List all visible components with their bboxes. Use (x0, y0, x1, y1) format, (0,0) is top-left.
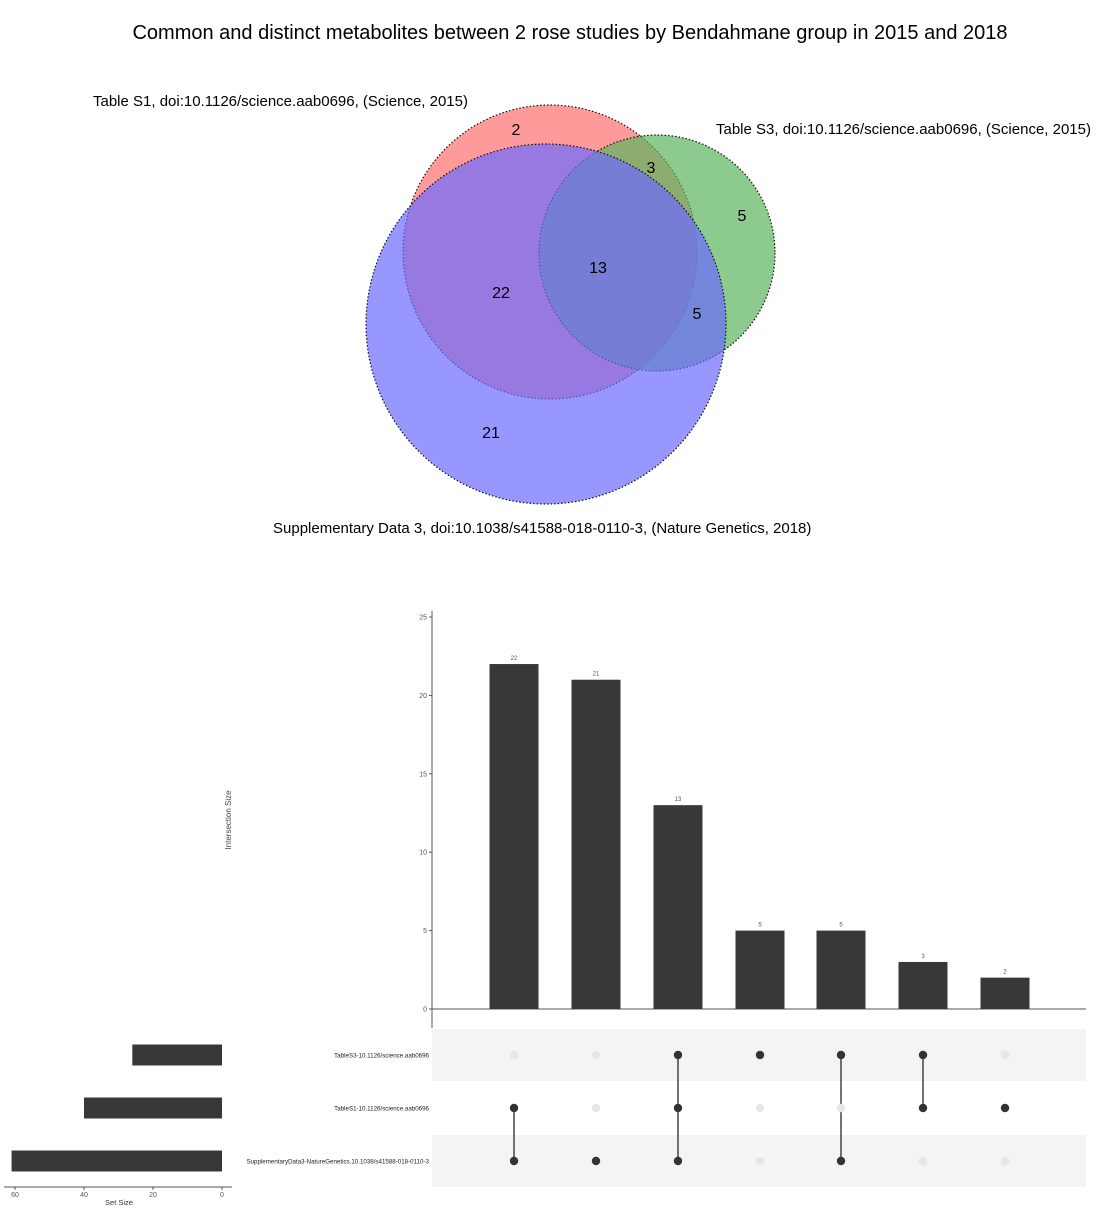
matrix-dot-inactive (755, 1156, 765, 1166)
intersection-bar (816, 930, 866, 1009)
y-tick-label: 20 (419, 693, 427, 700)
bar-value-label: 5 (758, 923, 762, 929)
y-tick-label: 5 (423, 928, 427, 935)
y-tick-label: 25 (419, 615, 427, 622)
bar-value-label: 3 (921, 954, 925, 960)
venn-label-supplementary-data-3: Supplementary Data 3, doi:10.1038/s41588… (273, 520, 812, 537)
set-size-bar (11, 1150, 222, 1172)
venn-region-count: 5 (693, 306, 702, 323)
matrix-dot-inactive (1000, 1050, 1010, 1060)
intersection-bar (489, 664, 539, 1009)
venn-region-count: 2 (512, 122, 521, 139)
matrix-dot-inactive (836, 1103, 846, 1113)
set-name-label: TableS3-10.1126/science.aab0696 (334, 1053, 429, 1060)
set-size-bar (84, 1097, 222, 1119)
intersection-bar (653, 805, 703, 1009)
matrix-dot-active (918, 1103, 928, 1113)
venn-circle-supplementary-data-3 (365, 143, 727, 505)
set-name-label: TableS1-10.1126/science.aab0696 (334, 1106, 429, 1113)
intersection-bar (980, 977, 1030, 1009)
matrix-dot-active (755, 1050, 765, 1060)
matrix-dot-active (509, 1103, 519, 1113)
matrix-dot-inactive (591, 1103, 601, 1113)
matrix-dot-inactive (755, 1103, 765, 1113)
matrix-dot-active (673, 1156, 683, 1166)
set-size-tick-label: 40 (80, 1192, 88, 1199)
matrix-dot-active (918, 1050, 928, 1060)
venn-diagram: 2 3 5 13 22 5 21 (365, 104, 776, 505)
y-tick-label: 10 (419, 850, 427, 857)
bar-value-label: 22 (511, 656, 518, 662)
venn-region-count: 5 (738, 208, 747, 225)
y-tick-label: 15 (419, 771, 427, 778)
chart-title: Common and distinct metabolites between … (132, 22, 1008, 44)
set-size-tick-label: 60 (11, 1192, 19, 1199)
venn-region-count: 13 (589, 260, 607, 277)
set-size-axis-title: Set Size (105, 1198, 133, 1207)
venn-region-count: 22 (492, 285, 510, 302)
set-size-bar (132, 1044, 222, 1066)
matrix-dot-active (1000, 1103, 1010, 1113)
intersection-bar (735, 930, 785, 1009)
matrix-dot-active (836, 1050, 846, 1060)
matrix-dot-inactive (1000, 1156, 1010, 1166)
matrix-dot-inactive (918, 1156, 928, 1166)
bar-value-label: 5 (839, 923, 843, 929)
matrix-dot-active (509, 1156, 519, 1166)
matrix-dot-active (673, 1050, 683, 1060)
venn-label-table-s1: Table S1, doi:10.1126/science.aab0696, (… (93, 93, 468, 110)
matrix-dot-inactive (509, 1050, 519, 1060)
bar-value-label: 13 (675, 797, 682, 803)
matrix-dot-active (673, 1103, 683, 1113)
bar-value-label: 21 (593, 672, 600, 678)
set-size-tick-label: 0 (220, 1192, 224, 1199)
matrix-dot-active (591, 1156, 601, 1166)
y-tick-label: 0 (423, 1007, 427, 1014)
intersection-bar (898, 961, 948, 1009)
intersection-bar (571, 679, 621, 1009)
y-axis-title: Intersection Size (224, 790, 233, 850)
matrix-dot-inactive (591, 1050, 601, 1060)
venn-label-table-s3: Table S3, doi:10.1126/science.aab0696, (… (716, 121, 1091, 138)
bar-value-label: 2 (1003, 970, 1007, 976)
venn-region-count: 21 (482, 425, 500, 442)
venn-region-count: 3 (647, 160, 656, 177)
set-size-tick-label: 20 (149, 1192, 157, 1199)
matrix-dot-active (836, 1156, 846, 1166)
set-name-label: SupplementaryData3-NatureGenetics.10.103… (246, 1159, 429, 1166)
